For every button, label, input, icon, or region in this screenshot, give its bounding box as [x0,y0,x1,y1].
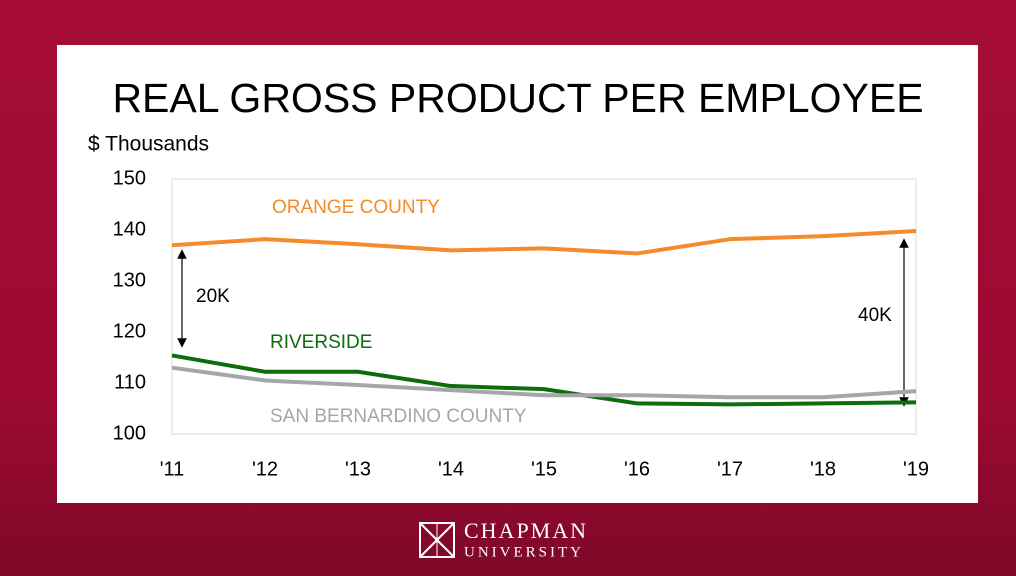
x-tick-label: '14 [438,458,464,480]
annotation: 40K [858,305,892,326]
x-tick-label: '13 [345,458,371,480]
brand-subtitle: UNIVERSITY [464,544,584,560]
series-line [171,353,917,407]
x-tick-label: '12 [252,458,278,480]
y-tick-label: 140 [113,218,146,240]
series-label: ORANGE COUNTY [272,197,440,218]
y-tick-label: 150 [113,167,146,189]
series-label: SAN BERNARDINO COUNTY [270,406,527,427]
series-label: RIVERSIDE [270,332,372,353]
brand-name: CHAPMAN [464,518,588,543]
x-tick-label: '11 [160,458,185,480]
y-axis-label: $ Thousands [88,133,209,156]
y-tick-label: 130 [113,269,146,291]
y-tick-label: 110 [114,371,146,393]
x-tick-label: '15 [531,458,557,480]
annotation: 20K [196,286,230,307]
panel [57,45,978,503]
series-line [171,365,917,400]
x-tick-label: '18 [810,458,836,480]
x-tick-label: '16 [624,458,650,480]
y-tick-label: 100 [113,422,146,444]
plot-frame [171,178,917,435]
chart-title: REAL GROSS PRODUCT PER EMPLOYEE [112,75,923,121]
y-tick-label: 120 [113,320,146,342]
logo-icon [419,522,455,558]
x-tick-label: '17 [717,458,743,480]
x-tick-label: '19 [903,458,929,480]
series-line [171,229,917,256]
